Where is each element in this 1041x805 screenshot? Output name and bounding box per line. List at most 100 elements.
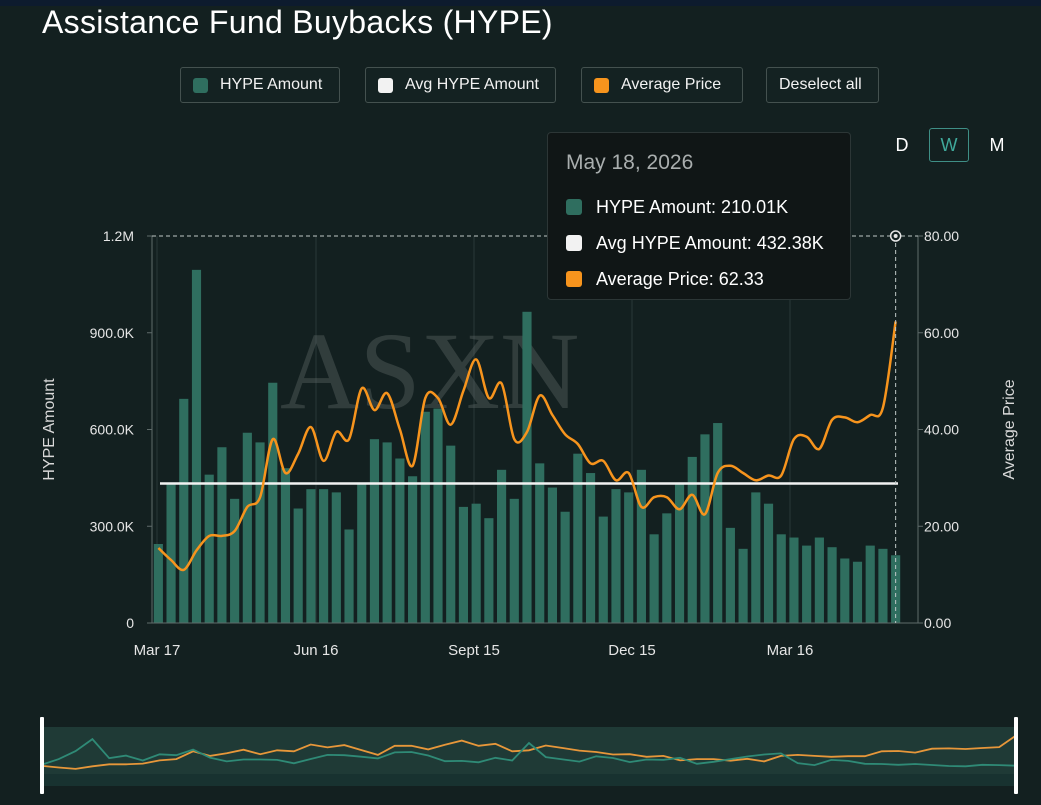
axes-group: 0 300.0K 600.0K 900.0K 1.2M 0.00 20.00 40.00 60.… (41, 228, 1018, 659)
left-tick-label-4: 1.2M (103, 228, 134, 244)
bar-3 (191, 269, 202, 623)
legend-avg-hype-amount-button[interactable]: Avg HYPE Amount (365, 67, 556, 103)
right-tick-label-4: 80.00 (924, 228, 959, 244)
chart-title: Assistance Fund Buybacks (HYPE) (42, 4, 553, 40)
bar-50 (789, 537, 799, 623)
tooltip-average-price-text: Average Price: 62.33 (596, 268, 764, 289)
bar-42 (687, 456, 697, 623)
legend-average-price-label: Average Price (621, 76, 722, 93)
bar-2 (179, 398, 189, 623)
bar-46 (738, 548, 748, 623)
tooltip-hype-swatch (566, 199, 582, 215)
bar-44 (713, 423, 723, 623)
x-tick-label-0: Mar 17 (134, 642, 181, 659)
left-tick-label-3: 900.0K (90, 325, 135, 341)
bar-0 (153, 543, 163, 623)
left-tick-label-0: 0 (126, 615, 134, 631)
bar-57 (878, 548, 888, 623)
bar-26 (484, 518, 494, 623)
bar-25 (471, 503, 481, 623)
bar-28 (509, 498, 519, 623)
bar-43 (700, 434, 710, 623)
navigator-right-handle[interactable] (1014, 717, 1018, 794)
bar-53 (827, 547, 837, 623)
legend-avg-hype-amount-label: Avg HYPE Amount (405, 76, 539, 93)
crosshair-marker-dot (893, 234, 898, 238)
tooltip-row-avg-hype: Avg HYPE Amount: 432.38K (566, 225, 832, 261)
right-tick-label-3: 60.00 (924, 325, 959, 341)
bar-51 (802, 545, 812, 623)
tooltip-hype-amount-text: HYPE Amount: 210.01K (596, 196, 789, 217)
bar-41 (674, 484, 685, 623)
bar-34 (585, 473, 596, 623)
bar-16 (357, 482, 367, 623)
top-accent-bar (0, 0, 1041, 6)
bar-32 (560, 511, 570, 623)
tooltip-date: May 18, 2026 (566, 151, 694, 174)
right-tick-label-0: 0.00 (924, 615, 951, 631)
tooltip: May 18, 2026 HYPE Amount: 210.01K Avg HY… (547, 132, 851, 300)
navigator-bottom-band (42, 774, 1016, 786)
average-price-line (157, 321, 897, 572)
right-tick-label-2: 40.00 (924, 422, 959, 438)
x-tick-label-4: Mar 16 (767, 642, 814, 659)
tooltip-avg-swatch (566, 235, 582, 251)
bar-7 (242, 432, 252, 623)
bar-8 (255, 442, 265, 623)
bar-37 (624, 492, 634, 623)
bar-39 (649, 534, 659, 623)
bar-17 (369, 439, 380, 623)
bar-19 (395, 458, 405, 623)
x-tick-label-1: Jun 16 (293, 642, 338, 659)
bar-47 (751, 492, 761, 623)
x-tick-label-3: Dec 15 (608, 642, 656, 659)
bar-18 (382, 442, 392, 623)
bar-13 (319, 489, 329, 623)
avg-hype-amount-swatch (378, 77, 393, 93)
navigator-left-handle[interactable] (40, 717, 44, 794)
bar-10 (280, 468, 291, 623)
bar-45 (725, 527, 735, 623)
bar-21 (420, 411, 430, 623)
price-line-group (157, 321, 897, 572)
bar-1 (166, 484, 176, 623)
bar-49 (776, 534, 786, 623)
tooltip-price-swatch (566, 271, 582, 287)
bar-11 (293, 508, 303, 623)
left-tick-label-2: 600.0K (90, 422, 135, 438)
navigator-amount-line (41, 737, 1017, 768)
navigator[interactable] (40, 717, 1018, 794)
legend-average-price-button[interactable]: Average Price (581, 67, 743, 103)
tooltip-row-average-price: Average Price: 62.33 (566, 261, 832, 297)
bar-52 (814, 537, 824, 623)
bar-30 (535, 463, 545, 623)
tooltip-row-hype-amount: HYPE Amount: 210.01K (566, 189, 832, 225)
bar-4 (204, 474, 214, 623)
deselect-all-button[interactable]: Deselect all (766, 67, 879, 103)
hype-amount-swatch (193, 77, 208, 93)
bar-9 (268, 382, 278, 623)
period-day-button[interactable]: D (895, 134, 909, 155)
bar-6 (230, 498, 240, 623)
legend-hype-amount-button[interactable]: HYPE Amount (180, 67, 340, 103)
legend-hype-amount-label: HYPE Amount (220, 76, 323, 93)
bar-48 (763, 503, 774, 623)
tooltip-avg-hype-text: Avg HYPE Amount: 432.38K (596, 232, 824, 253)
bar-31 (547, 487, 557, 623)
left-tick-label-1: 300.0K (90, 518, 135, 534)
bar-35 (598, 516, 608, 623)
bar-36 (611, 489, 621, 623)
bar-55 (852, 561, 863, 623)
bar-24 (458, 506, 469, 623)
bar-54 (840, 558, 850, 623)
right-tick-label-1: 20.00 (924, 518, 959, 534)
bar-33 (573, 453, 583, 623)
bar-12 (306, 489, 316, 623)
y-axis-title: HYPE Amount (41, 378, 58, 481)
period-week-button[interactable]: W (929, 128, 969, 162)
bar-23 (446, 445, 456, 624)
bar-20 (408, 476, 418, 623)
period-month-button[interactable]: M (989, 134, 1005, 155)
bar-38 (636, 469, 646, 623)
